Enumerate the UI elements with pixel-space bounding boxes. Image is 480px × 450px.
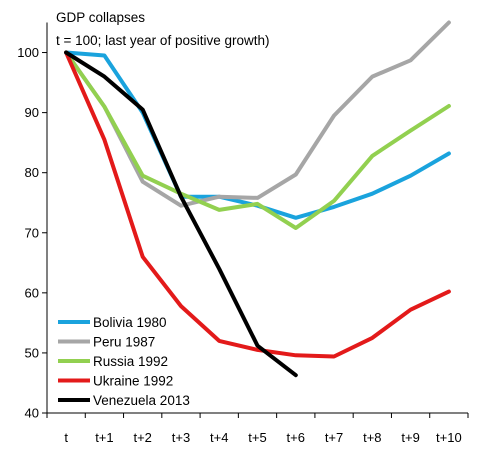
chart-subtitle: t = 100; last year of positive growth) bbox=[56, 33, 269, 48]
x-tick-label: t+8 bbox=[363, 430, 381, 445]
series-line-russia-1992 bbox=[64, 50, 451, 230]
x-tick-label: t+1 bbox=[95, 430, 113, 445]
x-tick-label: t+2 bbox=[133, 430, 151, 445]
legend: Bolivia 1980 Peru 1987 Russia 1992 Ukraine … bbox=[58, 315, 190, 408]
x-tick-label: t+4 bbox=[210, 430, 228, 445]
x-tick-label: t+10 bbox=[436, 430, 462, 445]
legend-label-venezuela-2013: Venezuela 2013 bbox=[93, 393, 190, 408]
chart-title: GDP collapses bbox=[56, 10, 145, 25]
legend-label-peru-1987: Peru 1987 bbox=[93, 335, 155, 350]
y-tick-label: 100 bbox=[17, 45, 39, 60]
series-line-peru-1987 bbox=[64, 20, 451, 208]
x-tick-label: t+3 bbox=[172, 430, 190, 445]
series-line-venezuela-2013 bbox=[64, 50, 298, 378]
series-layer bbox=[64, 20, 451, 378]
legend-label-bolivia-1980: Bolivia 1980 bbox=[93, 315, 167, 330]
x-tick-label: t+9 bbox=[401, 430, 419, 445]
y-tick-label: 60 bbox=[25, 285, 39, 300]
axes: 40 50 60 70 80 90 100 t t+1 t+2 t+3 t+4 t+5 t+6 t+7 t+8… bbox=[17, 22, 469, 445]
y-tick-label: 90 bbox=[25, 105, 39, 120]
y-tick-label: 50 bbox=[25, 345, 39, 360]
legend-label-russia-1992: Russia 1992 bbox=[93, 354, 168, 369]
y-tick-label: 80 bbox=[25, 165, 39, 180]
x-tick-label: t+7 bbox=[325, 430, 343, 445]
x-tick-label: t+6 bbox=[287, 430, 305, 445]
x-tick-label: t+5 bbox=[248, 430, 266, 445]
x-tick-label: t bbox=[64, 430, 68, 445]
y-tick-label: 40 bbox=[25, 406, 39, 421]
y-tick-label: 70 bbox=[25, 225, 39, 240]
legend-label-ukraine-1992: Ukraine 1992 bbox=[93, 374, 173, 389]
series-line-ukraine-1992 bbox=[64, 50, 451, 359]
